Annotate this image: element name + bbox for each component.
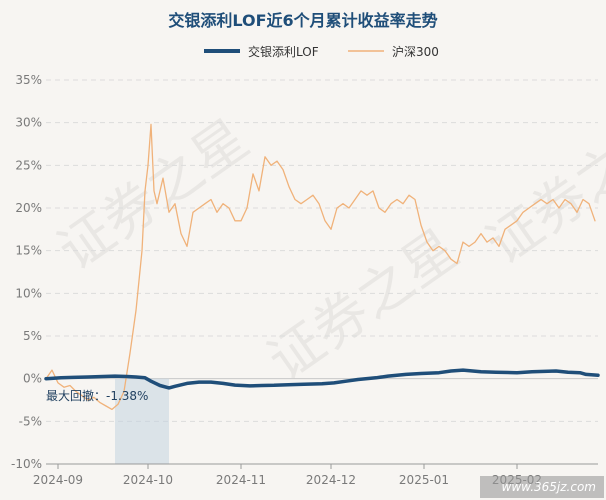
- y-tick-label: 10%: [15, 286, 42, 300]
- x-tick-label: 2024-12: [306, 473, 356, 487]
- y-tick-label: 0%: [23, 372, 42, 386]
- y-tick-label: 20%: [15, 201, 42, 215]
- y-tick-label: 35%: [15, 73, 42, 87]
- footer-url: www.365jz.com: [502, 480, 596, 494]
- series-line-index: [45, 123, 596, 411]
- y-tick-label: 15%: [15, 244, 42, 258]
- y-axis: 35% 30% 25% 20% 15% 10% 5% 0% -5% -10%: [11, 73, 42, 471]
- y-tick-label: 25%: [15, 158, 42, 172]
- legend-label-index: 沪深300: [392, 45, 439, 59]
- chart-title: 交银添利LOF近6个月累计收益率走势: [168, 11, 437, 30]
- legend-label-fund: 交银添利LOF: [248, 44, 319, 59]
- footer-badge: [480, 476, 604, 498]
- max-drawdown-annotation: 最大回撤：-1.38%: [46, 388, 148, 403]
- series-layer: [44, 123, 600, 411]
- y-tick-label: -5%: [19, 414, 42, 428]
- x-tick-label: 2024-11: [216, 473, 266, 487]
- y-tick-label: 30%: [15, 116, 42, 130]
- x-tick-label: 2024-10: [123, 473, 173, 487]
- y-tick-label: -10%: [11, 457, 42, 471]
- y-tick-label: 5%: [23, 329, 42, 343]
- series-line-fund: [44, 368, 600, 390]
- x-tick-label: 2025-01: [399, 473, 449, 487]
- legend: 交银添利LOF 沪深300: [204, 44, 439, 59]
- x-tick-label: 2024-09: [33, 473, 83, 487]
